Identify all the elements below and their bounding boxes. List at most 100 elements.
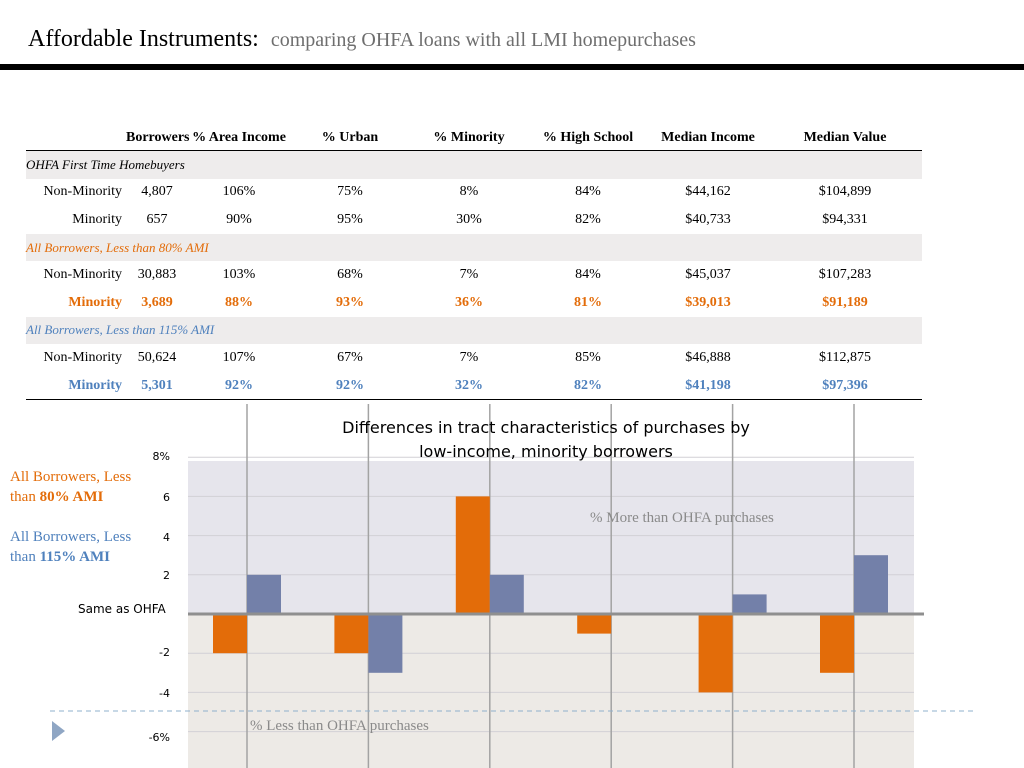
- slide-subtitle: comparing OHFA loans with all LMI homepu…: [270, 29, 696, 51]
- legend-label: All Borrowers, Less than: [10, 469, 132, 505]
- legend-entry-80-ami: All Borrowers, Less than 80% AMI: [10, 467, 150, 507]
- comparison-table: Borrowers % Area Income % Urban % Minori…: [26, 126, 922, 401]
- table-cell: 107%: [222, 349, 256, 365]
- lower-region-label: % Less than OHFA purchases: [250, 718, 429, 734]
- legend-label-bold: 80% AMI: [39, 489, 104, 505]
- row-label: Non-Minority: [43, 267, 122, 283]
- header-rule: [0, 64, 1024, 70]
- row-label: Minority: [68, 294, 122, 310]
- chart-bar: [732, 594, 767, 614]
- table-cell: 657: [146, 211, 168, 227]
- slide-header: Affordable Instruments: comparing OHFA l…: [28, 26, 696, 53]
- table-cell: 8%: [459, 184, 479, 200]
- column-header: Borrowers: [126, 126, 190, 151]
- table-cell: 92%: [188, 371, 290, 401]
- table-cell: 84%: [575, 184, 601, 200]
- row-label: Non-Minority: [43, 184, 122, 200]
- zero-line-label: Same as OHFA: [78, 602, 166, 616]
- table-cell: $39,013: [685, 294, 731, 310]
- table-cell: 88%: [225, 294, 253, 310]
- row-label: Non-Minority: [43, 349, 122, 365]
- chart-bar: [247, 574, 281, 614]
- table-cell: 7%: [459, 349, 479, 365]
- table-cell: 103%: [222, 267, 256, 283]
- column-header: % Minority: [410, 126, 528, 151]
- column-header: % Urban: [290, 126, 410, 151]
- table-cell: 90%: [226, 211, 252, 227]
- table-row: Minority 5,301 92% 92% 32% 82% $41,198 $…: [26, 371, 922, 401]
- table-cell: $44,162: [685, 184, 731, 200]
- chart-bar: [368, 614, 403, 673]
- legend-label-bold: 115% AMI: [39, 549, 111, 565]
- chart-bar: [213, 614, 247, 654]
- table-row: Non-Minority 4,807 106% 75% 8% 84% $44,1…: [26, 179, 922, 207]
- y-tick-label: -4: [159, 687, 170, 700]
- table-cell: 92%: [290, 371, 410, 401]
- section-label: OHFA First Time Homebuyers: [26, 150, 922, 179]
- table-cell: $45,037: [685, 267, 731, 283]
- table-row: Non-Minority 30,883 103% 68% 7% 84% $45,…: [26, 261, 922, 289]
- table-header-row: Borrowers % Area Income % Urban % Minori…: [26, 126, 922, 151]
- column-header: % Area Income: [188, 126, 290, 151]
- table-cell: $41,198: [648, 371, 768, 401]
- column-header: [26, 126, 126, 151]
- table-cell: $112,875: [819, 349, 871, 365]
- table-row: Minority 657 90% 95% 30% 82% $40,733 $94…: [26, 206, 922, 234]
- table-cell: 82%: [575, 211, 601, 227]
- table-cell: $104,899: [818, 184, 872, 200]
- row-label: Minority: [72, 211, 122, 227]
- table-cell: 36%: [455, 294, 483, 310]
- table-cell: 30%: [456, 211, 482, 227]
- table-cell: 85%: [575, 349, 601, 365]
- upper-region-label: % More than OHFA purchases: [590, 510, 774, 526]
- chart-bar: [577, 614, 612, 634]
- table-cell: 106%: [222, 184, 256, 200]
- table-cell: $107,283: [818, 267, 872, 283]
- y-tick-label: -6%: [148, 731, 170, 744]
- table-row: Non-Minority 50,624 107% 67% 7% 85% $46,…: [26, 344, 922, 372]
- table-cell: 95%: [337, 211, 363, 227]
- chart-bar: [489, 574, 524, 614]
- table-cell: 5,301: [126, 371, 188, 401]
- legend-entry-115-ami: All Borrowers, Less than 115% AMI: [10, 527, 150, 567]
- y-tick-label: -2: [159, 646, 170, 659]
- y-tick-label: 8%: [152, 450, 170, 463]
- table-cell: $94,331: [822, 211, 868, 227]
- chart-title: Differences in tract characteristics of …: [342, 418, 750, 461]
- chart-bar: [820, 614, 854, 673]
- table-cell: 68%: [337, 267, 363, 283]
- lower-region: [188, 614, 914, 768]
- table-cell: 50,624: [137, 349, 177, 365]
- section-row: All Borrowers, Less than 80% AMI: [26, 233, 922, 262]
- y-tick-label: 2: [163, 569, 170, 582]
- table-cell: $40,733: [685, 211, 731, 227]
- table-cell: $91,189: [822, 294, 868, 310]
- section-label: All Borrowers, Less than 115% AMI: [26, 316, 922, 345]
- table-cell: 32%: [410, 371, 528, 401]
- chart-bar: [455, 496, 490, 614]
- chart-bar: [334, 614, 369, 654]
- table-cell: $97,396: [768, 371, 922, 401]
- y-tick-label: 6: [163, 491, 170, 504]
- column-header: % High School: [528, 126, 648, 151]
- table-row: Minority 3,689 88% 93% 36% 81% $39,013 $…: [26, 289, 922, 317]
- row-label: Minority: [26, 371, 126, 401]
- table-cell: 30,883: [137, 267, 177, 283]
- section-row: OHFA First Time Homebuyers: [26, 150, 922, 179]
- table-cell: $46,888: [685, 349, 731, 365]
- upper-region: [188, 461, 914, 614]
- legend-label: All Borrowers, Less than: [10, 529, 132, 565]
- table-cell: 93%: [336, 294, 364, 310]
- column-header: Median Value: [768, 126, 922, 151]
- table-cell: 67%: [337, 349, 363, 365]
- section-row: All Borrowers, Less than 115% AMI: [26, 316, 922, 345]
- y-tick-label: 4: [163, 531, 170, 544]
- table-cell: 82%: [528, 371, 648, 401]
- table-cell: 4,807: [141, 184, 173, 200]
- table-cell: 84%: [575, 267, 601, 283]
- chart-bar: [854, 555, 888, 614]
- table-cell: 7%: [459, 267, 479, 283]
- slide-title: Affordable Instruments:: [28, 26, 259, 52]
- column-header: Median Income: [648, 126, 768, 151]
